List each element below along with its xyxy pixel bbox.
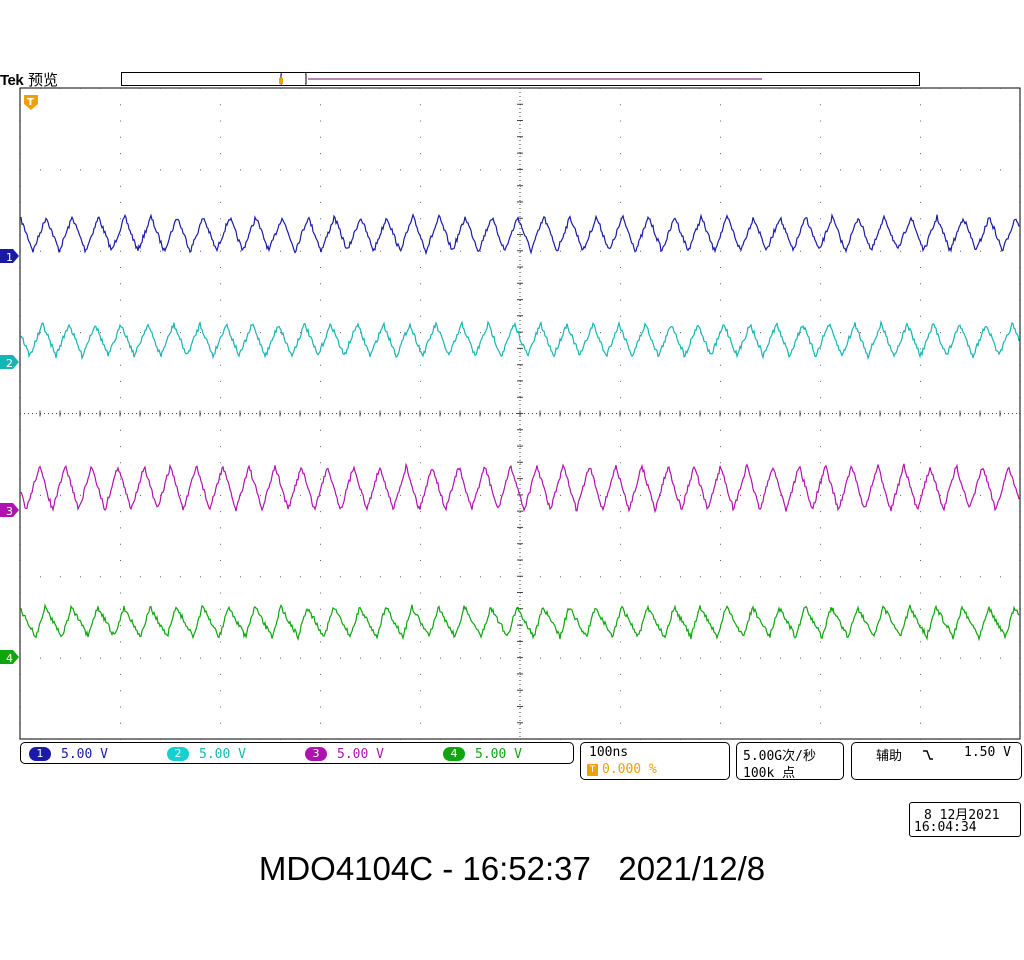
time-label: 16:04:34 [914, 820, 977, 835]
graticule: 1 2 3 4 T [0, 87, 1021, 740]
trigger-marker [24, 95, 38, 110]
ch2-scale: 5.00 V [199, 747, 246, 762]
trigger-position: T 0.000 % [587, 762, 657, 777]
ch3-waveform [20, 462, 1020, 514]
trigger-source: 辅助 [876, 749, 903, 764]
ch1-readout[interactable]: 1 5.00 V [29, 747, 108, 763]
ch1-badge: 1 [29, 747, 51, 761]
ch1-scale: 5.00 V [61, 747, 108, 762]
tek-logo: Tek [0, 72, 24, 89]
screenshot-caption: MDO4104C - 16:52:37 2021/12/8 [258, 850, 766, 887]
ch4-waveform [20, 603, 1020, 642]
record-view-bar[interactable] [121, 72, 920, 86]
timebase-scale: 100ns [589, 745, 629, 760]
ch4-scale: 5.00 V [475, 747, 522, 762]
ch4-marker [0, 650, 19, 664]
ch3-marker-label: 3 [6, 505, 13, 518]
trigger-level: 1.50 V [964, 745, 1011, 760]
sample-rate: 5.00G次/秒 [743, 749, 816, 764]
trigger-marker-label: T [27, 97, 34, 108]
ch1-marker-label: 1 [6, 251, 13, 264]
record-length: 100k 点 [743, 766, 796, 781]
date-label: 8 12月2021 [924, 808, 1000, 823]
mode-label: 预览 [28, 71, 59, 89]
trigger-readout[interactable]: 辅助 1.50 V [851, 742, 1022, 780]
ch3-readout[interactable]: 3 5.00 V [305, 747, 384, 763]
brand-label: Tek 预览 [0, 71, 58, 90]
waveform-display[interactable]: 1 2 3 4 T [0, 86, 1024, 742]
date-time-box: 8 12月2021 16:04:34 [909, 802, 1021, 837]
record-view-graphic [279, 73, 762, 85]
trigger-position-value: 0.000 % [602, 762, 657, 777]
ch4-readout[interactable]: 4 5.00 V [443, 747, 522, 763]
ch1-marker [0, 249, 19, 263]
ch4-marker-label: 4 [6, 652, 13, 665]
timebase-readout[interactable]: 100ns T 0.000 % [580, 742, 730, 780]
ch4-badge: 4 [443, 747, 465, 761]
axis-ticks [39, 103, 1001, 724]
ch2-readout[interactable]: 2 5.00 V [167, 747, 246, 763]
ch2-badge: 2 [167, 747, 189, 761]
ch2-waveform [20, 319, 1020, 361]
ch1-waveform [20, 212, 1020, 256]
ch3-badge: 3 [305, 747, 327, 761]
ch2-marker-label: 2 [6, 357, 13, 370]
trigger-position-icon: T [587, 764, 598, 776]
falling-edge-icon [923, 750, 933, 760]
ch3-marker [0, 503, 19, 517]
channel-readout-bar[interactable]: 1 5.00 V 2 5.00 V 3 5.00 V 4 5.00 V [20, 742, 574, 764]
ch2-marker [0, 355, 19, 369]
ch3-scale: 5.00 V [337, 747, 384, 762]
acquisition-readout[interactable]: 5.00G次/秒 100k 点 [736, 742, 844, 781]
